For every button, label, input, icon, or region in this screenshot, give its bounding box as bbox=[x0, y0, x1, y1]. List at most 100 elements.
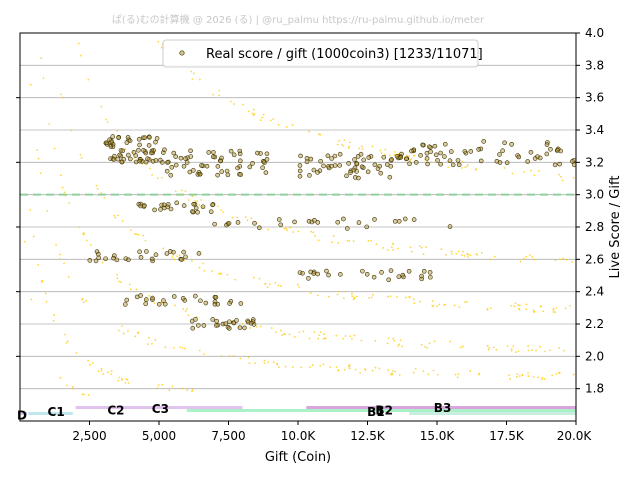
background-point bbox=[198, 349, 201, 352]
real-score-point bbox=[432, 143, 438, 149]
real-score-point bbox=[386, 277, 391, 283]
real-score-point bbox=[171, 150, 177, 156]
background-point bbox=[53, 314, 56, 316]
background-point bbox=[121, 325, 123, 328]
background-point bbox=[201, 206, 204, 209]
background-point bbox=[247, 110, 250, 113]
background-point bbox=[116, 273, 118, 276]
background-point bbox=[467, 256, 469, 258]
background-point bbox=[353, 334, 356, 337]
background-point bbox=[541, 376, 544, 379]
background-point bbox=[70, 129, 73, 132]
background-point bbox=[397, 344, 400, 347]
background-point bbox=[247, 356, 250, 359]
background-point bbox=[480, 252, 483, 254]
background-point bbox=[335, 366, 338, 369]
background-point bbox=[120, 281, 122, 284]
background-point bbox=[455, 252, 458, 255]
background-point bbox=[474, 167, 477, 170]
real-score-point bbox=[399, 151, 404, 157]
real-score-point bbox=[306, 276, 311, 281]
real-score-point bbox=[351, 167, 357, 173]
background-point bbox=[503, 167, 506, 169]
real-score-point bbox=[448, 149, 454, 154]
background-point bbox=[344, 290, 347, 293]
background-point bbox=[525, 255, 528, 258]
background-point bbox=[234, 278, 237, 281]
real-score-point bbox=[555, 147, 560, 153]
background-point bbox=[45, 300, 48, 303]
background-point bbox=[89, 363, 92, 366]
background-point bbox=[367, 239, 370, 242]
background-point bbox=[398, 373, 401, 376]
real-score-point bbox=[150, 297, 155, 302]
background-point bbox=[285, 125, 288, 128]
background-point bbox=[184, 190, 187, 193]
background-point bbox=[52, 319, 55, 322]
background-point bbox=[58, 258, 61, 260]
real-score-point bbox=[164, 251, 170, 256]
real-score-point bbox=[181, 163, 187, 169]
background-point bbox=[135, 288, 138, 291]
background-point bbox=[353, 297, 356, 300]
background-point bbox=[514, 351, 517, 353]
real-score-point bbox=[364, 272, 370, 277]
background-point bbox=[342, 144, 345, 147]
y-tick-label: 2.8 bbox=[585, 220, 604, 234]
real-score-point bbox=[226, 326, 232, 331]
background-point bbox=[488, 346, 491, 349]
real-score-point bbox=[152, 207, 157, 213]
background-point bbox=[298, 286, 300, 288]
background-point bbox=[105, 118, 108, 121]
background-point bbox=[309, 292, 312, 295]
background-point bbox=[313, 331, 316, 334]
real-score-point bbox=[210, 317, 216, 322]
real-score-point bbox=[242, 325, 247, 331]
background-point bbox=[554, 259, 557, 262]
background-point bbox=[272, 118, 275, 121]
background-point bbox=[59, 253, 62, 256]
rank-band-c3 bbox=[181, 406, 243, 409]
background-point bbox=[542, 310, 545, 313]
background-point bbox=[118, 280, 120, 283]
real-score-point bbox=[224, 168, 230, 174]
background-point bbox=[253, 113, 256, 115]
background-point bbox=[512, 345, 515, 347]
grid-lines bbox=[20, 64, 576, 390]
background-point bbox=[269, 283, 271, 286]
background-point bbox=[23, 240, 26, 243]
background-point bbox=[413, 154, 416, 157]
background-point bbox=[220, 209, 222, 211]
x-tick-label: 10.0K bbox=[281, 429, 317, 443]
real-score-point bbox=[227, 319, 232, 325]
real-score-point bbox=[338, 272, 343, 277]
rank-label-b3: B3 bbox=[434, 401, 452, 415]
real-score-point bbox=[212, 221, 217, 227]
background-point bbox=[37, 263, 40, 266]
background-point bbox=[134, 232, 137, 235]
background-point bbox=[241, 322, 244, 325]
background-point bbox=[192, 72, 195, 75]
background-point bbox=[393, 153, 396, 156]
background-point bbox=[264, 283, 266, 285]
background-point bbox=[342, 337, 344, 340]
real-score-point bbox=[504, 160, 510, 166]
background-point bbox=[438, 303, 441, 306]
background-point bbox=[124, 382, 127, 384]
background-point bbox=[527, 371, 530, 374]
background-point bbox=[61, 186, 64, 189]
background-point bbox=[408, 158, 411, 161]
background-point bbox=[251, 112, 254, 115]
y-tick-label: 3.2 bbox=[585, 155, 604, 169]
background-point bbox=[466, 301, 468, 303]
background-point bbox=[149, 167, 151, 170]
real-score-point bbox=[298, 153, 303, 159]
background-point bbox=[506, 345, 509, 347]
background-points bbox=[23, 40, 575, 396]
real-score-point bbox=[509, 142, 514, 147]
background-point bbox=[66, 384, 68, 387]
background-point bbox=[530, 169, 532, 172]
real-score-point bbox=[123, 256, 129, 261]
real-score-point bbox=[248, 320, 254, 326]
